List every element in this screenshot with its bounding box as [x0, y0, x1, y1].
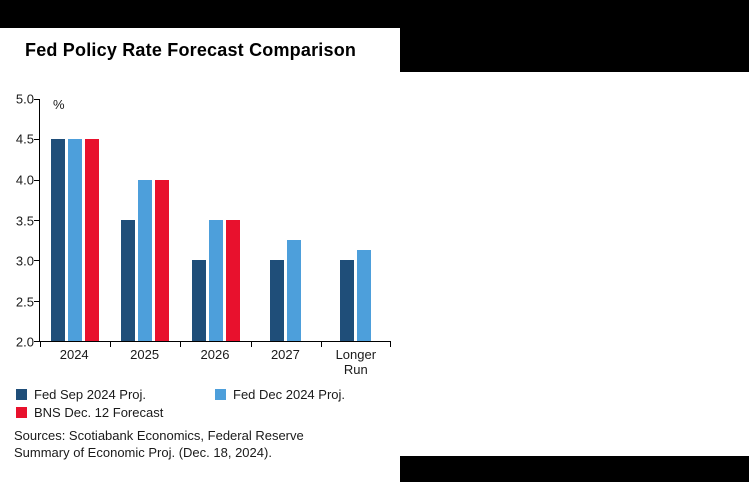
y-tick-label: 3.5 [15, 213, 34, 228]
bar [51, 139, 66, 341]
y-tick-mark [34, 300, 39, 302]
legend-swatch-dark-blue [16, 388, 27, 400]
legend-item-fed-dec-2024: Fed Dec 2024 Proj. [215, 387, 400, 402]
bar [340, 260, 355, 341]
bar [155, 179, 170, 341]
legend-swatch-red [16, 406, 27, 418]
bar [191, 260, 206, 341]
bar-group-2024 [40, 99, 110, 341]
legend-item-bns-dec-12: BNS Dec. 12 Forecast [16, 405, 215, 420]
black-panel-right-top [400, 28, 749, 72]
bar-group-2026 [180, 99, 250, 341]
sources-line-2: Summary of Economic Proj. (Dec. 18, 2024… [14, 444, 272, 460]
x-tick-mark [40, 342, 41, 347]
sources-note: Sources: Scotiabank Economics, Federal R… [14, 427, 400, 461]
y-tick-mark [34, 139, 39, 141]
x-axis-labels: 2024 2025 2026 2027 Longer Run [39, 347, 391, 378]
black-panel-right-bottom [400, 456, 749, 482]
x-tick-mark [390, 342, 391, 347]
y-tick-label: 3.0 [15, 253, 34, 269]
y-tick-label: 5.0 [15, 91, 34, 107]
y-tick-mark [34, 99, 39, 100]
x-tick-mark [250, 342, 252, 347]
x-axis-label: 2026 [200, 347, 230, 362]
y-tick-label: 4.0 [15, 172, 34, 188]
y-axis-unit-label: % [53, 97, 65, 112]
y-axis: 5.0 4.5 4.0 3.5 3.0 2.5 2.0 [6, 92, 39, 350]
bar-group-2027 [251, 99, 321, 341]
legend-item-fed-sep-2024: Fed Sep 2024 Proj. [16, 387, 215, 402]
bar [121, 220, 136, 341]
y-tick-mark [34, 220, 39, 221]
legend-label: BNS Dec. 12 Forecast [34, 404, 164, 420]
x-axis-label: 2027 [270, 347, 300, 362]
plot-area: % [34, 97, 391, 347]
x-tick-mark [180, 342, 182, 347]
bar [287, 240, 302, 341]
legend-label: Fed Dec 2024 Proj. [233, 386, 346, 402]
legend-label: Fed Sep 2024 Proj. [34, 386, 147, 402]
x-axis-label: 2025 [130, 347, 160, 362]
chart-area: 5.0 4.5 4.0 3.5 3.0 2.5 2.0 % 2024 2025 2026 2027… [6, 92, 400, 378]
bar-group-2025 [110, 99, 180, 341]
x-axis-label: Longer Run [335, 347, 377, 378]
bar [68, 139, 83, 341]
sources-line-1: Sources: Scotiabank Economics, Federal R… [14, 427, 304, 443]
bar [225, 220, 240, 341]
y-tick-label: 4.5 [15, 131, 34, 147]
bar-group-longer-run [321, 99, 391, 341]
x-tick-mark [320, 342, 322, 347]
y-tick-label: 2.5 [15, 294, 34, 309]
bar [270, 260, 285, 341]
plot-column: % 2024 2025 2026 2027 Longer Run [34, 97, 391, 378]
chart-panel: Fed Policy Rate Forecast Comparison 5.0 4… [0, 28, 400, 482]
bar [357, 250, 372, 341]
chart-title: Fed Policy Rate Forecast Comparison [25, 40, 357, 60]
x-tick-mark [110, 342, 112, 347]
legend: Fed Sep 2024 Proj. Fed Dec 2024 Proj. BN… [16, 387, 400, 420]
bar [85, 139, 100, 341]
y-tick-label: 2.0 [15, 334, 34, 350]
y-tick-mark [34, 260, 39, 262]
legend-swatch-light-blue [215, 388, 226, 400]
bar [138, 179, 153, 341]
y-tick-mark [34, 179, 39, 181]
bar [208, 220, 223, 341]
y-tick-mark [34, 341, 39, 342]
black-panel-top [0, 0, 749, 28]
x-axis-label: 2024 [59, 347, 89, 362]
